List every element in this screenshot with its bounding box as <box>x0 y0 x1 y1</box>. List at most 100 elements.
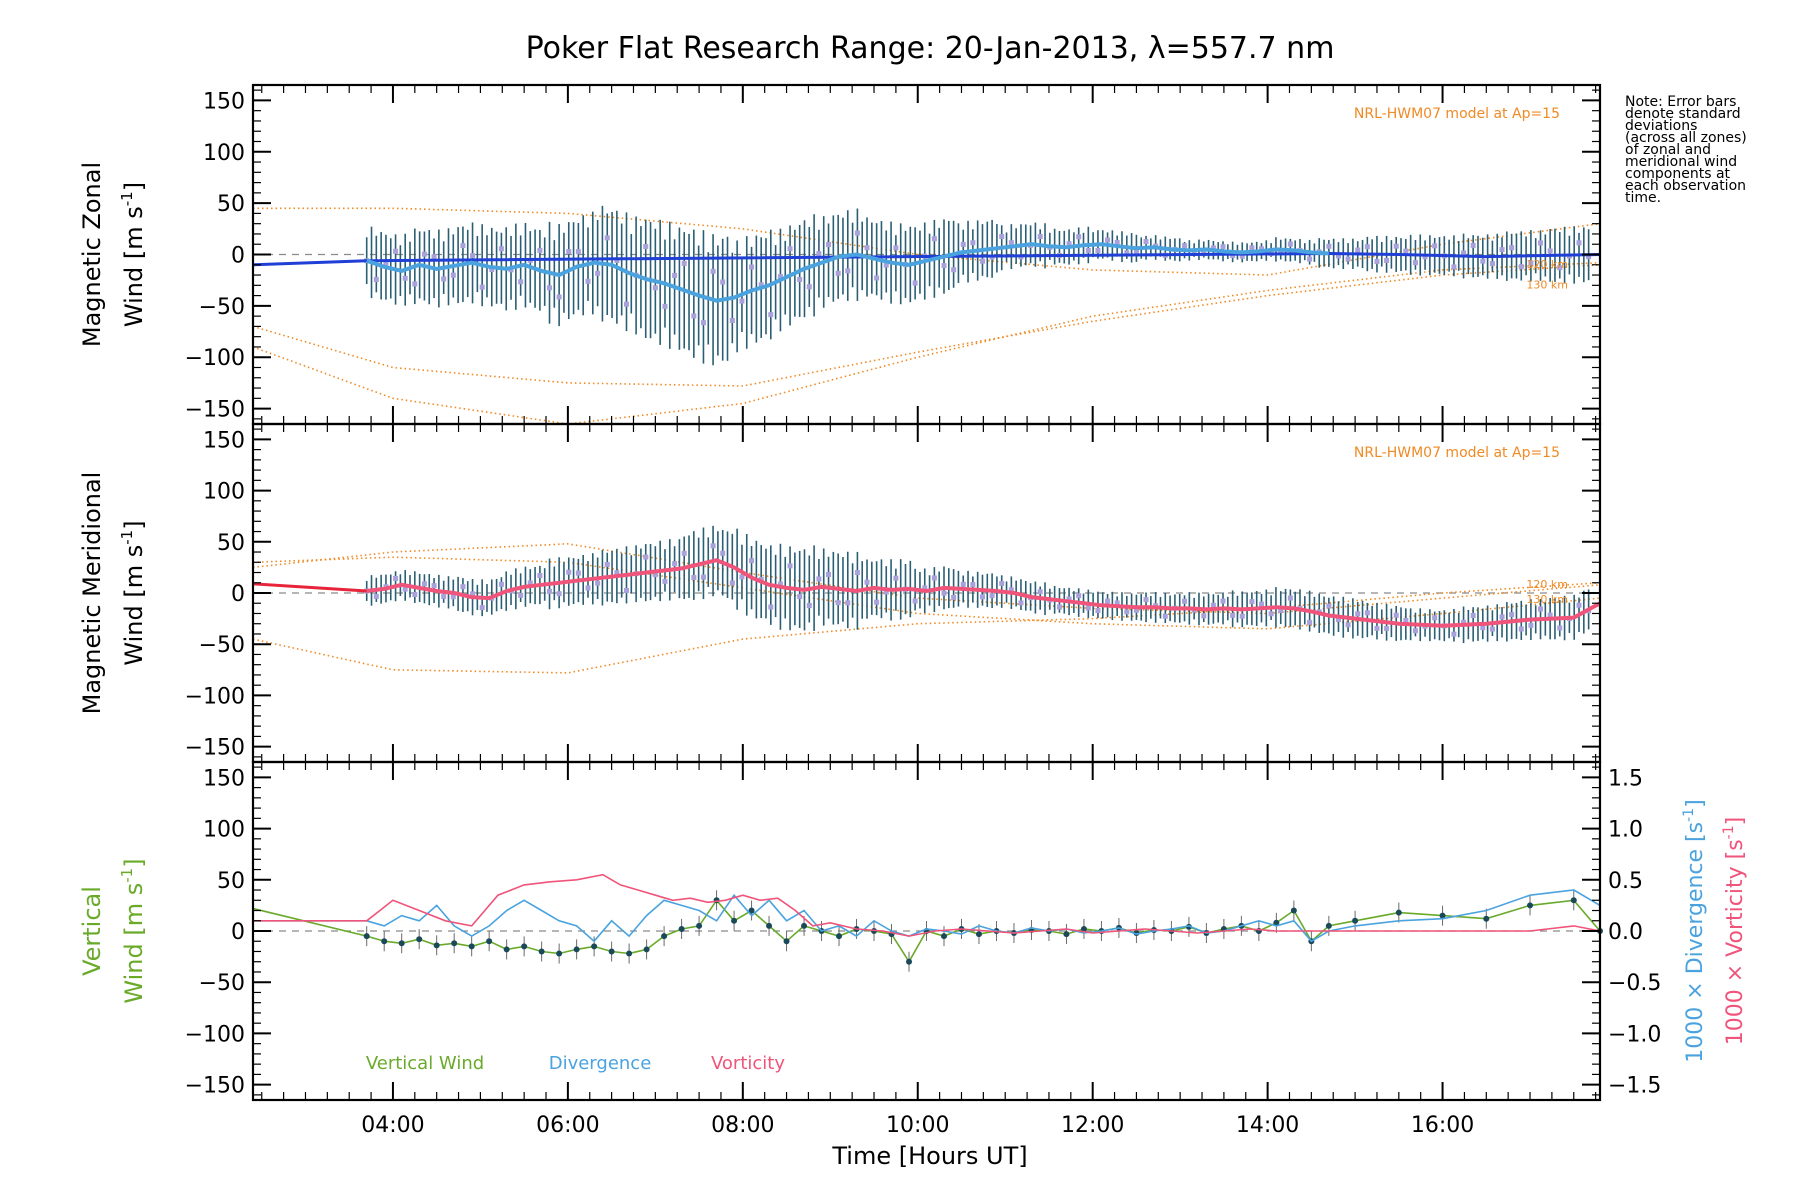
observation-point <box>585 585 591 591</box>
observation-point <box>1230 612 1236 618</box>
observation-point <box>1249 245 1255 251</box>
vertical-wind-marker <box>573 946 580 953</box>
observation-point <box>1509 612 1515 618</box>
altitude-label: 130 km <box>1526 593 1568 606</box>
observation-point <box>1345 622 1351 628</box>
observation-point <box>1461 619 1467 625</box>
vertical-wind-marker <box>1527 902 1534 909</box>
observation-point <box>1518 626 1524 632</box>
observation-point <box>922 585 928 591</box>
observation-point <box>1085 605 1091 611</box>
observation-point <box>739 298 745 304</box>
observation-point <box>1538 240 1544 246</box>
observation-point <box>758 282 764 288</box>
y-tick-label: 100 <box>203 141 245 166</box>
observation-point <box>402 586 408 592</box>
observation-point <box>1489 261 1495 267</box>
vertical-wind-marker <box>1063 931 1070 938</box>
y2-tick-label: −1.0 <box>1608 1022 1661 1047</box>
observation-point <box>383 260 389 266</box>
observation-point <box>450 594 456 600</box>
observation-point <box>1461 250 1467 256</box>
vertical-wind-marker <box>801 922 808 929</box>
y-tick-label: 50 <box>217 869 245 894</box>
note-text: Note: Error bars denote standard deviation… <box>1625 94 1785 206</box>
observation-point <box>1480 258 1486 264</box>
y-tick-label: −150 <box>185 736 245 761</box>
observation-point <box>1249 599 1255 605</box>
observation-point <box>816 251 822 257</box>
x-tick-label: 08:00 <box>711 1113 774 1138</box>
observation-point <box>1489 626 1495 632</box>
observation-point <box>1470 612 1476 618</box>
observation-point <box>614 570 620 576</box>
observation-point <box>537 573 543 579</box>
observation-point <box>912 280 918 286</box>
observation-point <box>1143 239 1149 245</box>
note-line: (across all zones) <box>1625 130 1747 146</box>
bracket: ] <box>120 520 148 529</box>
vertical-wind-marker <box>608 948 615 955</box>
note-line: Note: Error bars <box>1625 94 1737 110</box>
vertical-wind-marker <box>836 933 843 940</box>
observation-point <box>575 249 581 255</box>
observation-point <box>652 285 658 291</box>
observation-point <box>1528 622 1534 628</box>
model-curve <box>252 582 1601 674</box>
y-axis-title-line1: Magnetic Zonal <box>78 162 106 347</box>
observation-point <box>1335 253 1341 259</box>
altitude-label: 120 km <box>1526 578 1568 591</box>
observation-point <box>854 570 860 576</box>
observation-point <box>460 243 466 249</box>
observation-point <box>1499 614 1505 620</box>
observation-point <box>643 244 649 250</box>
model-curve <box>252 542 1601 615</box>
observation-point <box>595 270 601 276</box>
vertical-wind-marker <box>538 948 545 955</box>
note-line: denote standard <box>1625 106 1741 122</box>
y2-tick-label: 0.0 <box>1608 920 1643 945</box>
observation-point <box>1451 264 1457 270</box>
y-tick-label: 50 <box>217 192 245 217</box>
bracket: ] <box>120 858 148 867</box>
observation-point <box>498 246 504 252</box>
observation-point <box>874 275 880 281</box>
observation-point <box>710 268 716 274</box>
observation-point <box>1499 247 1505 253</box>
observation-point <box>1355 611 1361 617</box>
observation-point <box>826 571 832 577</box>
observation-point <box>527 580 533 586</box>
observation-point <box>1355 247 1361 253</box>
legend-label: Vertical Wind <box>366 1053 484 1074</box>
observation-point <box>1066 241 1072 247</box>
y-tick-label: 50 <box>217 531 245 556</box>
observation-point <box>1037 233 1043 239</box>
superscript: -1 <box>118 191 136 206</box>
observation-point <box>1105 237 1111 243</box>
observation-point <box>1393 243 1399 249</box>
observation-point <box>1114 240 1120 246</box>
x-tick-label: 12:00 <box>1061 1113 1124 1138</box>
observation-point <box>1210 602 1216 608</box>
observation-point <box>970 240 976 246</box>
observation-point <box>797 276 803 282</box>
y-tick-label: −100 <box>185 1022 245 1047</box>
observation-point <box>1403 617 1409 623</box>
y2-tick-label: −1.5 <box>1608 1074 1661 1099</box>
observation-point <box>1278 607 1284 613</box>
note-line: time. <box>1625 190 1662 206</box>
observation-point <box>373 277 379 283</box>
vertical-wind-marker <box>1352 917 1359 924</box>
observation-point <box>874 599 880 605</box>
observation-point <box>614 257 620 263</box>
observation-point <box>749 558 755 564</box>
vertical-wind-marker <box>731 917 738 924</box>
y-tick-label: 150 <box>203 428 245 453</box>
observation-point <box>1307 256 1313 262</box>
observation-point <box>979 594 985 600</box>
vertical-wind-line <box>252 898 1601 964</box>
observation-point <box>672 561 678 567</box>
vertical-wind-marker <box>468 943 475 950</box>
superscript: -1 <box>118 530 136 545</box>
observation-point <box>1076 234 1082 240</box>
